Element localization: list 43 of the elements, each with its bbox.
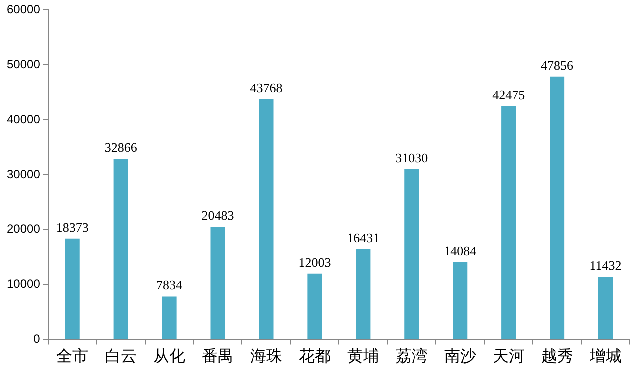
bar: [210, 227, 226, 340]
data-label: 31030: [396, 150, 428, 166]
y-tick-label: 50000: [6, 57, 41, 72]
x-tick-label: 增城: [588, 346, 622, 366]
bar: [356, 250, 371, 340]
bar: [259, 99, 274, 340]
data-label: 32866: [104, 140, 138, 156]
y-tick-label: 60000: [6, 2, 41, 17]
x-tick-label: 白云: [105, 346, 138, 366]
data-label: 12003: [298, 254, 332, 270]
data-label: 47856: [541, 58, 574, 73]
bar: [65, 238, 80, 340]
data-label: 42475: [492, 87, 526, 102]
x-tick-label: 花都: [298, 346, 331, 366]
bar: [598, 277, 614, 340]
bar: [162, 296, 177, 340]
x-tick-label: 番禺: [202, 346, 234, 366]
data-label: 20483: [202, 208, 234, 224]
x-tick-label: 海珠: [250, 346, 282, 366]
x-tick-label: 全市: [56, 346, 89, 366]
x-tick-label: 黄埔: [347, 346, 380, 366]
x-tick-label: 荔湾: [396, 346, 428, 366]
y-tick-label: 20000: [6, 222, 41, 236]
data-label: 16431: [347, 230, 380, 246]
y-tick-label: 0: [34, 332, 41, 346]
data-label: 18373: [56, 220, 89, 235]
x-tick-label: 天河: [492, 346, 525, 366]
bar: [502, 106, 516, 340]
x-tick-label: 南沙: [444, 346, 476, 366]
bar: [453, 262, 468, 340]
data-label: 11432: [590, 258, 622, 273]
y-tick-label: 10000: [6, 277, 41, 292]
bar: [550, 76, 565, 340]
y-tick-label: 30000: [6, 167, 41, 182]
x-tick-label: 从化: [154, 346, 186, 366]
bar: [308, 274, 322, 340]
data-label: 7834: [156, 278, 184, 293]
x-tick-label: 越秀: [541, 346, 574, 366]
y-tick-label: 40000: [6, 112, 41, 126]
data-label: 43768: [250, 80, 283, 96]
data-label: 14084: [444, 243, 478, 258]
bar: [404, 169, 420, 340]
bar: [114, 159, 128, 340]
